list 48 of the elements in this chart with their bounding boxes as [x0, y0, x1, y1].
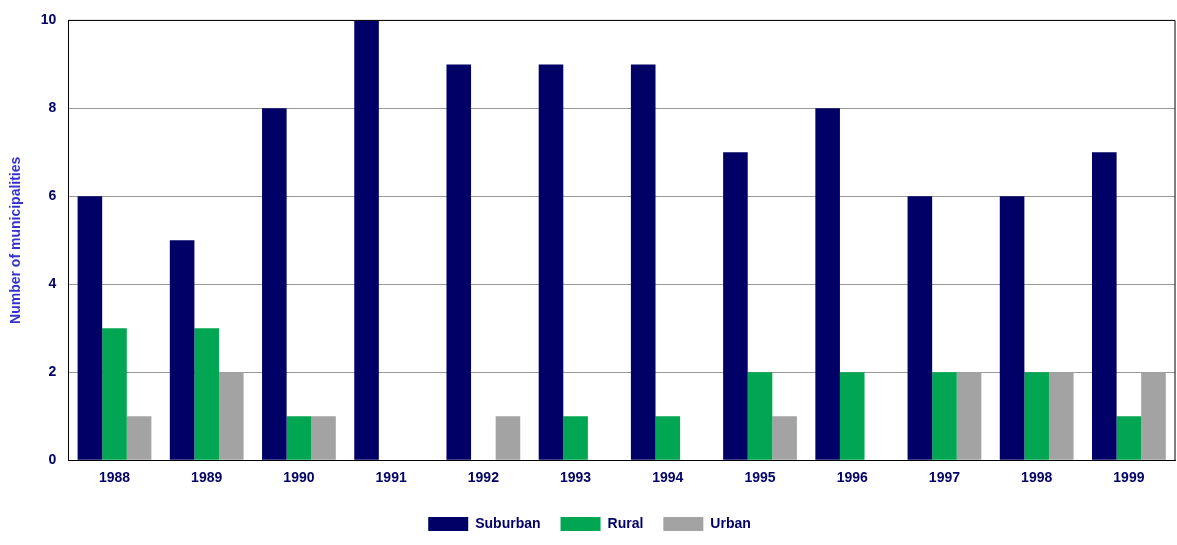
bar — [563, 416, 588, 460]
bar — [772, 416, 797, 460]
bar — [1024, 372, 1049, 460]
x-tick-label: 1993 — [560, 469, 592, 486]
bar — [932, 372, 957, 460]
x-tick-label: 1998 — [1021, 469, 1053, 486]
y-tick-label: 0 — [48, 451, 57, 468]
x-tick-label: 1988 — [98, 469, 131, 486]
bar — [126, 416, 152, 460]
bar — [194, 328, 219, 460]
bar — [495, 416, 521, 460]
bar — [747, 372, 773, 460]
bar — [630, 64, 656, 460]
bar — [77, 196, 103, 460]
x-tick-label: 1989 — [191, 469, 223, 486]
y-axis-title: Number of municipalities — [7, 156, 24, 324]
bar — [723, 152, 748, 460]
y-tick-label: 8 — [48, 99, 57, 116]
bar — [1092, 152, 1117, 460]
bar — [262, 108, 287, 460]
legend-label: Rural — [607, 514, 644, 531]
x-tick-label: 1992 — [467, 469, 500, 486]
bar — [655, 416, 681, 460]
bar — [102, 328, 127, 460]
x-tick-label: 1999 — [1113, 469, 1145, 486]
bar — [286, 416, 312, 460]
legend-label: Suburban — [475, 514, 541, 531]
bar — [169, 240, 195, 460]
bar — [446, 64, 472, 460]
bar — [999, 196, 1025, 460]
x-tick-label: 1990 — [283, 469, 315, 486]
legend-label: Urban — [710, 514, 751, 531]
bar — [907, 196, 933, 460]
x-tick-label: 1995 — [744, 469, 776, 486]
x-tick-label: 1994 — [652, 469, 684, 486]
x-tick-label: 1996 — [836, 469, 869, 486]
bar — [354, 20, 379, 460]
bar — [1116, 416, 1142, 460]
x-tick-label: 1991 — [375, 469, 407, 486]
y-tick-label: 4 — [48, 275, 57, 292]
bar — [839, 372, 865, 460]
bar — [815, 108, 840, 460]
bar — [538, 64, 564, 460]
y-tick-label: 10 — [40, 11, 57, 28]
y-tick-label: 2 — [48, 363, 57, 380]
y-tick-label: 6 — [48, 187, 57, 204]
x-tick-label: 1997 — [928, 469, 961, 486]
bar — [311, 416, 336, 460]
